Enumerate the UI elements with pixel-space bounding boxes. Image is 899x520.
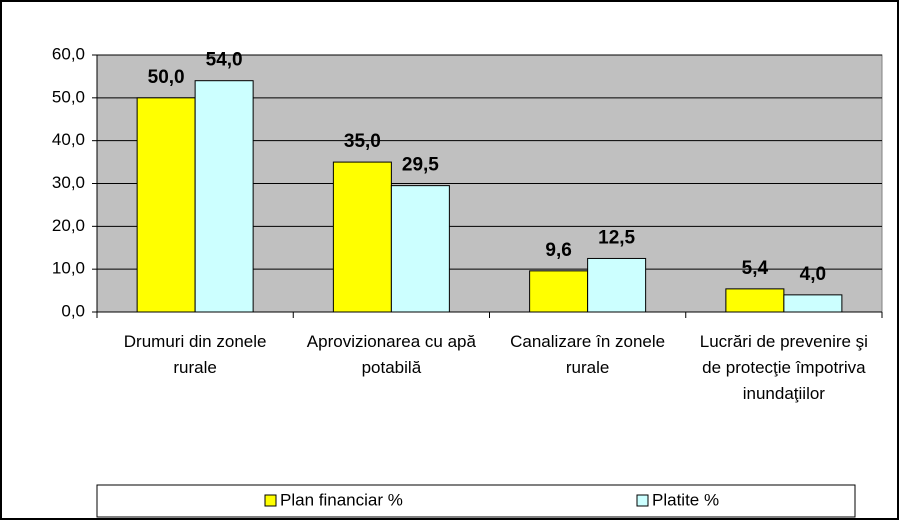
x-tick-label: Drumuri din zonele rurale <box>123 332 267 377</box>
bar <box>136 97 196 313</box>
y-tick-label: 50,0 <box>52 87 85 106</box>
value-label: 54,0 <box>206 50 243 71</box>
x-tick-label: Aprovizionarea cu apă potabilă <box>306 332 476 377</box>
y-tick-label: 40,0 <box>52 130 85 149</box>
legend-box <box>96 484 856 518</box>
value-label: 4,0 <box>800 264 826 285</box>
bar <box>725 288 785 313</box>
y-tick-label: 0,0 <box>61 301 85 320</box>
value-label: 5,4 <box>742 258 769 279</box>
value-label: 9,6 <box>545 240 571 261</box>
legend-swatch <box>264 494 277 507</box>
y-tick-label: 10,0 <box>52 259 85 278</box>
bar <box>529 270 589 313</box>
bar <box>783 294 843 313</box>
legend-label: Plan financiar % <box>280 490 403 509</box>
bar <box>332 161 392 313</box>
y-tick-label: 60,0 <box>52 44 85 63</box>
x-tick-label: Lucrări de prevenire şi de protecţie împ… <box>699 332 868 403</box>
legend-swatch <box>636 494 649 507</box>
bar <box>390 185 450 313</box>
y-tick-label: 30,0 <box>52 173 85 192</box>
bar <box>194 80 254 313</box>
value-label: 29,5 <box>402 155 439 176</box>
x-tick-label: Canalizare în zonele rurale <box>510 332 666 377</box>
value-label: 12,5 <box>598 227 635 248</box>
value-label: 50,0 <box>148 67 185 88</box>
y-tick-label: 20,0 <box>52 216 85 235</box>
bar <box>587 257 647 313</box>
legend-label: Platite % <box>652 490 719 509</box>
value-label: 35,0 <box>344 131 381 152</box>
